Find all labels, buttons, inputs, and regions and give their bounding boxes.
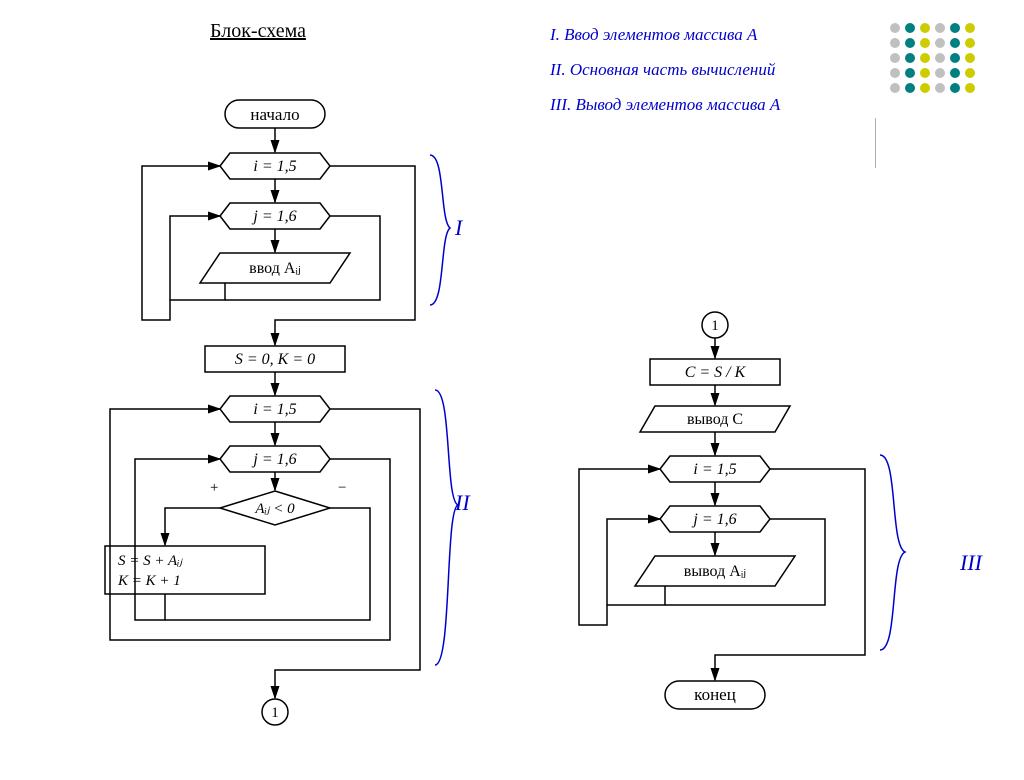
node-end-label: конец bbox=[694, 685, 736, 704]
node-loop-j3-label: j = 1,6 bbox=[691, 511, 736, 528]
node-output-c-label: вывод C bbox=[687, 411, 743, 428]
node-loop-j2-label: j = 1,6 bbox=[251, 451, 296, 468]
node-loop-i2-label: i = 1,5 bbox=[253, 401, 296, 418]
node-input-label: ввод Aᵢⱼ bbox=[249, 260, 301, 277]
divider-line bbox=[875, 118, 876, 168]
node-start-label: начало bbox=[250, 105, 299, 124]
legend-line-1: I. Ввод элементов массива А bbox=[550, 25, 757, 45]
node-loop-i-label: i = 1,5 bbox=[253, 158, 296, 175]
brace-i bbox=[430, 155, 450, 305]
node-init-label: S = 0, K = 0 bbox=[235, 351, 315, 368]
node-connector-in-label: 1 bbox=[711, 318, 719, 334]
node-loop-j-label: j = 1,6 bbox=[251, 208, 296, 225]
node-accum-line2: K = K + 1 bbox=[117, 573, 181, 589]
node-output-a-label: вывод Aᵢⱼ bbox=[684, 563, 746, 580]
legend-line-2: II. Основная часть вычислений bbox=[550, 60, 775, 80]
brace-iii bbox=[880, 455, 905, 650]
flowchart-right: 1 C = S / K вывод C i = 1,5 j = 1,6 выво… bbox=[545, 300, 985, 780]
decorative-dots bbox=[885, 18, 1005, 118]
brace-ii bbox=[435, 390, 458, 665]
node-loop-i3-label: i = 1,5 bbox=[693, 461, 736, 478]
decision-plus: + bbox=[210, 480, 218, 496]
node-accum-line1: S = S + Aᵢⱼ bbox=[118, 553, 184, 569]
node-connector-out-label: 1 bbox=[271, 705, 279, 721]
node-decision-label: Aᵢⱼ < 0 bbox=[254, 501, 295, 517]
flowchart-left: начало i = 1,5 j = 1,6 ввод Aᵢⱼ S = 0, K… bbox=[70, 60, 550, 780]
page-title: Блок-схема bbox=[210, 20, 306, 43]
node-calc-label: C = S / K bbox=[685, 364, 747, 381]
decision-minus: − bbox=[338, 480, 346, 496]
legend-line-3: III. Вывод элементов массива А bbox=[550, 95, 780, 115]
